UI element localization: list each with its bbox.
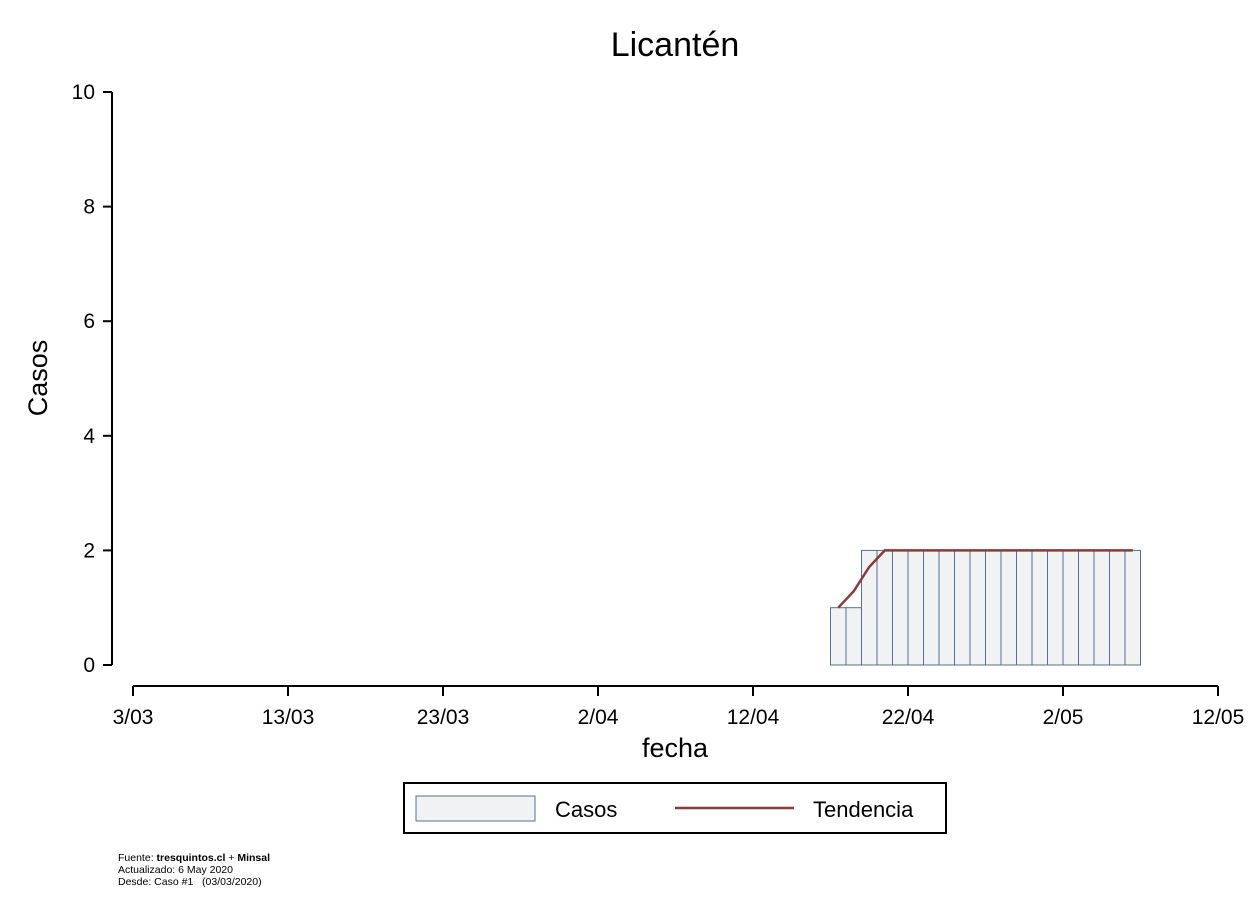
bar xyxy=(985,549,1002,666)
legend: Casos Tendencia xyxy=(403,782,947,834)
bar xyxy=(969,549,986,666)
bar xyxy=(1078,549,1095,666)
bar xyxy=(1000,549,1017,666)
x-tick-label: 2/05 xyxy=(1043,706,1084,729)
y-axis: 0 2 4 6 8 10 xyxy=(72,81,113,677)
x-tick-label: 12/05 xyxy=(1192,706,1245,729)
bar xyxy=(954,549,971,666)
bar xyxy=(1124,549,1141,666)
trend-series xyxy=(837,549,1133,609)
bar-series xyxy=(830,549,1141,666)
x-tick-label: 12/04 xyxy=(727,706,780,729)
source-line: Fuente: tresquintos.cl + Minsal xyxy=(118,852,271,864)
y-tick-label: 8 xyxy=(83,196,95,219)
y-axis-title: Casos xyxy=(23,340,53,417)
x-axis: 3/03 13/03 23/03 2/04 12/04 22/04 2/05 12/05 xyxy=(113,685,1245,729)
updated-line: Actualizado: 6 May 2020 xyxy=(118,864,233,876)
bar xyxy=(907,549,924,666)
y-tick-label: 2 xyxy=(83,539,95,562)
bar xyxy=(1016,549,1033,666)
legend-casos-label: Casos xyxy=(555,797,617,822)
trend-line xyxy=(837,549,1133,609)
x-tick-label: 3/03 xyxy=(113,706,154,729)
bar xyxy=(1062,549,1079,666)
bar xyxy=(1109,549,1126,666)
legend-casos-swatch xyxy=(415,795,536,822)
bar xyxy=(1093,549,1110,666)
since-line: Desde: Caso #1 (03/03/2020) xyxy=(118,876,262,888)
y-tick-label: 0 xyxy=(83,654,95,677)
x-tick-label: 23/03 xyxy=(417,706,470,729)
bar xyxy=(923,549,940,666)
bar xyxy=(938,549,955,666)
y-tick-label: 10 xyxy=(72,81,95,104)
y-tick-label: 4 xyxy=(83,425,95,448)
bar xyxy=(830,607,847,666)
x-tick-label: 13/03 xyxy=(262,706,315,729)
bar xyxy=(1031,549,1048,666)
x-tick-label: 22/04 xyxy=(882,706,935,729)
y-tick-label: 6 xyxy=(83,310,95,333)
source-note: Fuente: tresquintos.cl + Minsal Actualiz… xyxy=(118,852,270,888)
bar xyxy=(892,549,909,666)
x-axis-title: fecha xyxy=(642,733,709,763)
legend-tendencia-label: Tendencia xyxy=(813,797,914,822)
chart-title: Licantén xyxy=(611,26,740,64)
bar xyxy=(876,549,893,666)
x-tick-label: 2/04 xyxy=(578,706,619,729)
bar xyxy=(845,607,862,666)
bar xyxy=(1047,549,1064,666)
